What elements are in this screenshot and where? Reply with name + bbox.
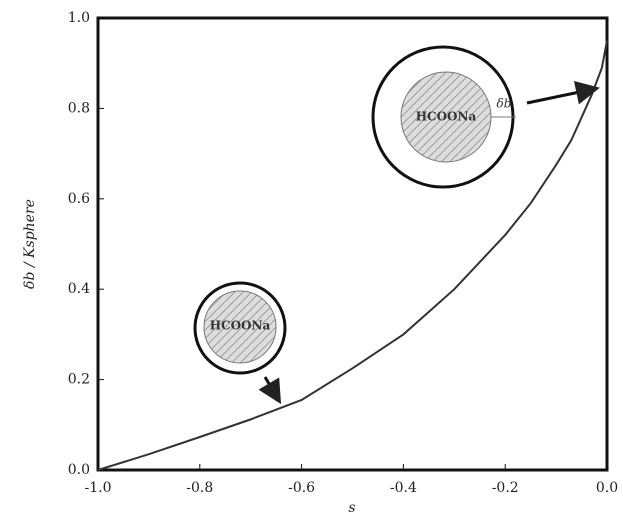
y-axis-label: δb / Ksphere: [22, 199, 38, 289]
y-tick-label: 0.0: [68, 462, 90, 478]
annotation: HCOONa: [416, 110, 477, 124]
y-tick-label: 0.8: [68, 100, 90, 116]
inner-circle: [203, 290, 277, 364]
data-line: [97, 40, 608, 471]
x-tick-label: -0.6: [288, 480, 315, 496]
x-axis-label: s: [348, 500, 355, 516]
annotation: HCOONa: [210, 319, 271, 333]
x-tick-label: -1.0: [85, 480, 112, 496]
pointer-arrow: [258, 376, 282, 405]
annotation: δb: [497, 97, 512, 111]
x-tick-label: 0.0: [596, 480, 618, 496]
y-tick-label: 1.0: [68, 10, 90, 26]
x-tick-label: -0.8: [186, 480, 213, 496]
y-tick-label: 0.2: [68, 372, 90, 388]
pointer-arrow: [526, 80, 600, 105]
y-tick-label: 0.6: [68, 191, 90, 207]
x-tick-label: -0.4: [390, 480, 417, 496]
plot-frame: [96, 16, 609, 472]
x-tick-label: -0.2: [492, 480, 519, 496]
y-tick-label: 0.4: [68, 281, 90, 297]
